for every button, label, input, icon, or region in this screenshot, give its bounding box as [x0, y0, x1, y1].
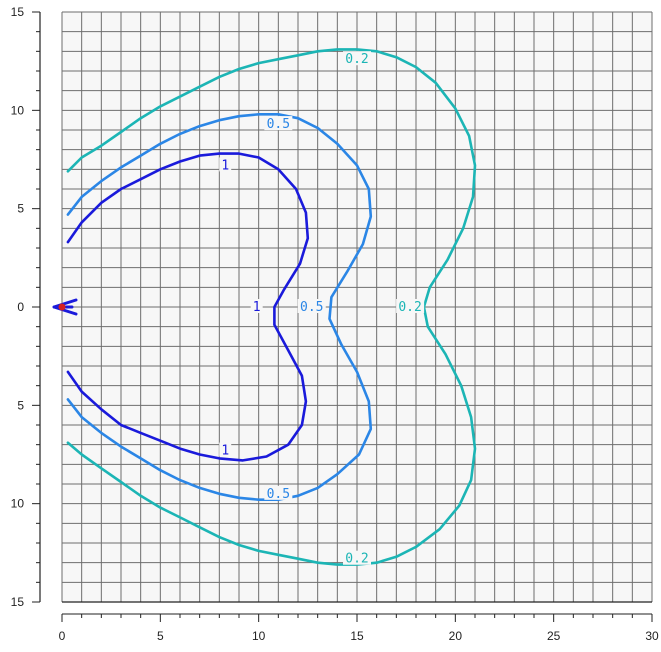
contour-line-level-1	[66, 152, 310, 462]
contour-label: 0.2	[345, 52, 368, 67]
axes: 0 5 10 15 20 25 30 15 10 5 0 5 10 15	[11, 5, 659, 643]
contour-labels: 1 1 1 0.5 0.5 0.5 0.2 0.2 0.2	[219, 51, 425, 567]
source-marker	[52, 298, 78, 316]
x-tick-label: 25	[547, 629, 561, 643]
contour-label: 0.2	[398, 300, 421, 315]
grid	[61, 11, 653, 603]
contour-label: 0.5	[300, 300, 323, 315]
contour-label-background	[219, 442, 232, 457]
contour-label: 1	[221, 444, 229, 459]
contour-label-background	[297, 299, 326, 313]
contour-label: 0.5	[267, 487, 290, 502]
contour-label-background	[250, 299, 263, 313]
contour-label: 0.2	[345, 552, 368, 567]
y-tick-label: 15	[11, 595, 25, 609]
y-tick-label: 10	[11, 103, 25, 117]
x-tick-label: 10	[252, 629, 266, 643]
x-tick-label: 15	[350, 629, 364, 643]
y-tick-label: 0	[17, 300, 24, 314]
contour-label-background	[343, 51, 371, 66]
contour-label: 1	[253, 300, 261, 315]
contour-label-background	[264, 485, 293, 500]
x-tick-label: 5	[157, 629, 164, 643]
x-tick-label: 30	[645, 629, 659, 643]
y-tick-label: 10	[11, 497, 25, 511]
y-tick-label: 15	[11, 5, 25, 19]
x-tick-label: 20	[449, 629, 463, 643]
contour-label: 0.5	[267, 117, 290, 132]
x-tick-label: 0	[59, 629, 66, 643]
contour-label-background	[219, 157, 232, 172]
contour-label: 1	[221, 158, 229, 173]
contour-label-background	[343, 550, 371, 565]
contour-line-level-0-5	[66, 113, 373, 501]
y-tick-label: 5	[17, 398, 24, 412]
y-tick-label: 5	[17, 202, 24, 216]
contour-label-background	[396, 299, 425, 313]
contour-label-background	[264, 116, 293, 131]
source-point-icon	[58, 303, 66, 311]
